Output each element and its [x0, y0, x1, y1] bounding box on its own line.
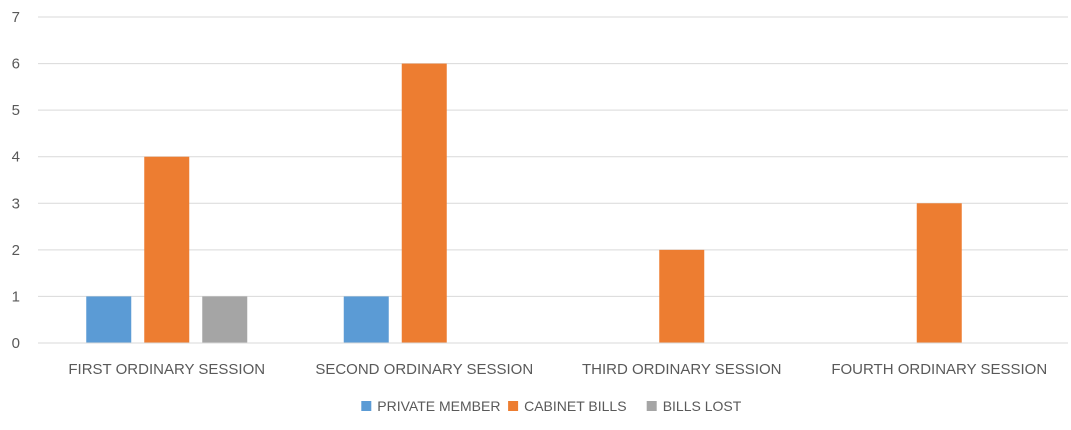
gridlines [38, 16, 1068, 344]
y-tick-label: 1 [12, 288, 20, 305]
x-axis: FIRST ORDINARY SESSION SECOND ORDINARY SE… [38, 342, 1068, 378]
legend-swatch [646, 401, 657, 411]
y-tick-label: 7 [12, 9, 20, 26]
y-axis-ticks: 0 1 2 3 4 5 6 7 [12, 9, 20, 352]
y-tick-label: 4 [12, 149, 20, 166]
bar-private-member [343, 296, 389, 343]
bar-cabinet-bills [144, 156, 190, 343]
legend: PRIVATE MEMBER CABINET BILLS BILLS LOST [361, 398, 742, 414]
x-category-label: FOURTH ORDINARY SESSION [831, 361, 1047, 378]
bar-cabinet-bills [916, 203, 962, 343]
bar-cabinet-bills [659, 249, 705, 343]
y-tick-label: 0 [12, 335, 20, 352]
bar-private-member [86, 296, 132, 343]
legend-label: CABINET BILLS [524, 398, 626, 414]
legend-swatch [361, 401, 372, 411]
legend-label: PRIVATE MEMBER [377, 398, 500, 414]
y-tick-label: 5 [12, 102, 20, 119]
x-category-label: THIRD ORDINARY SESSION [582, 361, 781, 378]
legend-label: BILLS LOST [663, 398, 742, 414]
bars [86, 63, 962, 343]
legend-swatch [508, 401, 519, 411]
y-tick-label: 6 [12, 56, 20, 73]
y-tick-label: 2 [12, 242, 20, 259]
x-category-label: SECOND ORDINARY SESSION [315, 361, 533, 378]
bar-cabinet-bills [401, 63, 447, 343]
bar-bills-lost [202, 296, 248, 343]
y-tick-label: 3 [12, 195, 20, 212]
x-category-label: FIRST ORDINARY SESSION [68, 361, 265, 378]
